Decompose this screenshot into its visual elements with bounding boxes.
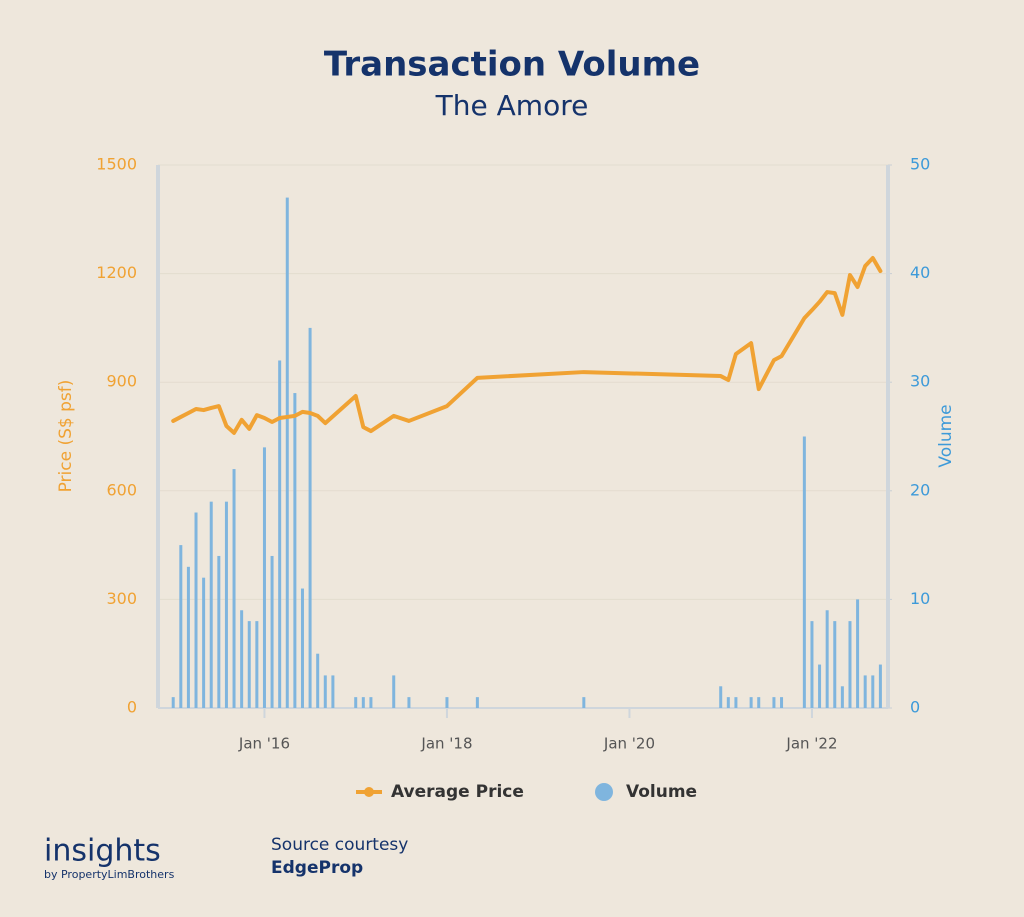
- y2-tick-label: 10: [910, 589, 930, 608]
- y2-tick-label: 20: [910, 480, 930, 499]
- bar: [285, 197, 289, 708]
- bar: [255, 621, 259, 708]
- y2-tick-label: 40: [910, 263, 930, 282]
- legend-label: Average Price: [391, 782, 524, 802]
- bar: [878, 664, 882, 708]
- bar: [726, 697, 730, 708]
- bar: [278, 360, 282, 708]
- bar: [361, 697, 365, 708]
- x-tick-label: Jan '16: [238, 735, 290, 753]
- bar: [316, 653, 320, 708]
- bar: [392, 675, 396, 708]
- y-tick-label: 600: [106, 480, 137, 499]
- y-tick-label: 0: [127, 698, 137, 717]
- bar: [407, 697, 411, 708]
- bar: [262, 447, 266, 708]
- x-tick-label: Jan '20: [603, 735, 655, 753]
- bar: [247, 621, 251, 708]
- y2-axis-label: Volume: [936, 404, 956, 467]
- legend-symbol: [595, 783, 613, 801]
- bar: [232, 469, 236, 708]
- bar: [719, 686, 723, 708]
- bar: [369, 697, 373, 708]
- brand-sub: by PropertyLimBrothers: [44, 868, 175, 881]
- chart-title: Transaction Volume: [324, 45, 700, 85]
- bar: [871, 675, 875, 708]
- bar: [323, 675, 327, 708]
- bar: [224, 501, 228, 708]
- line: [171, 256, 883, 435]
- bar: [308, 327, 312, 708]
- bar: [209, 501, 213, 708]
- bar: [354, 697, 358, 708]
- bar: [331, 675, 335, 708]
- bar: [772, 697, 776, 708]
- bar: [179, 545, 183, 708]
- bar: [863, 675, 867, 708]
- bar: [802, 436, 806, 708]
- bar: [856, 599, 860, 708]
- bar: [757, 697, 761, 708]
- source-label: Source courtesy: [271, 835, 408, 855]
- bar: [240, 610, 244, 708]
- brand: insights: [44, 834, 161, 869]
- bar: [848, 621, 852, 708]
- bar: [840, 686, 844, 708]
- bar: [171, 697, 175, 708]
- bar: [194, 512, 198, 708]
- bar: [270, 555, 274, 708]
- y-axis-label: Price (S$ psf): [56, 380, 76, 493]
- bar: [780, 697, 784, 708]
- legend-label: Volume: [626, 782, 697, 802]
- bar: [818, 664, 822, 708]
- bar: [293, 393, 297, 708]
- x-tick-label: Jan '22: [785, 735, 837, 753]
- bar: [202, 577, 206, 708]
- bar: [734, 697, 738, 708]
- bar: [186, 566, 190, 708]
- bar: [475, 697, 479, 708]
- legend-symbol: [364, 787, 374, 797]
- bar: [749, 697, 753, 708]
- bar: [825, 610, 829, 708]
- bar: [217, 555, 221, 708]
- bar: [300, 588, 304, 708]
- chart-subtitle: The Amore: [435, 89, 589, 122]
- y-tick-label: 1500: [96, 155, 137, 174]
- y-tick-label: 1200: [96, 263, 137, 282]
- x-tick-label: Jan '18: [420, 735, 472, 753]
- bar: [582, 697, 586, 708]
- y2-tick-label: 0: [910, 698, 920, 717]
- y-tick-label: 900: [106, 372, 137, 391]
- source: EdgeProp: [271, 858, 363, 878]
- y-tick-label: 300: [106, 589, 137, 608]
- bar: [833, 621, 837, 708]
- bar: [445, 697, 449, 708]
- y2-tick-label: 30: [910, 372, 930, 391]
- y2-tick-label: 50: [910, 155, 930, 174]
- bar: [810, 621, 814, 708]
